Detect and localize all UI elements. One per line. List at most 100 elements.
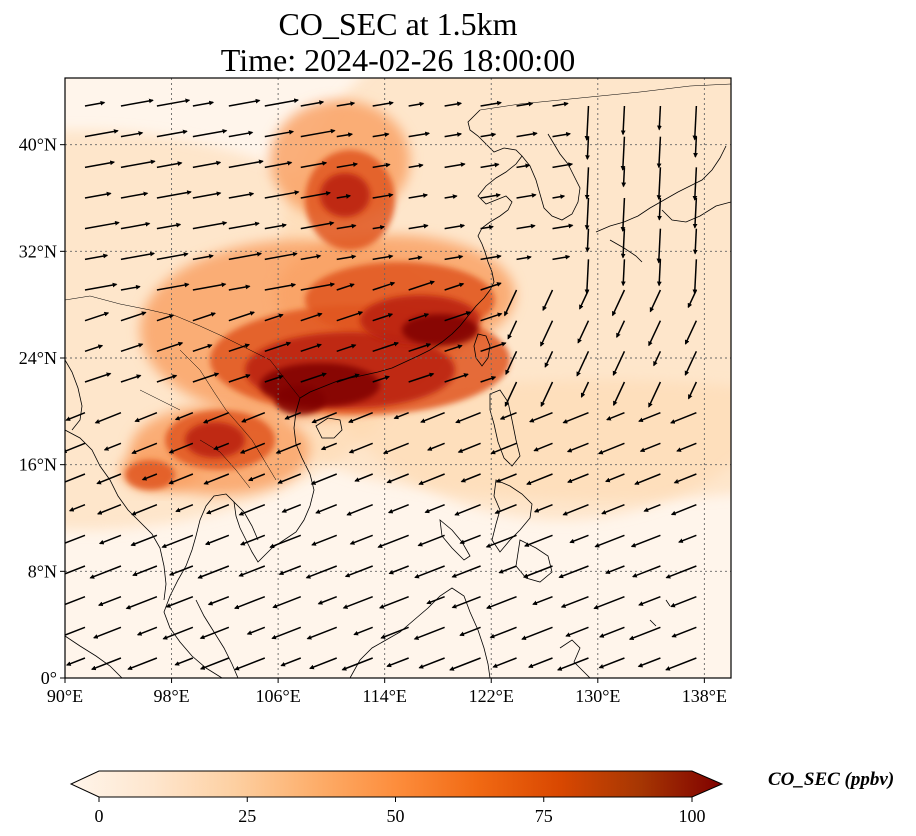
wind-arrow <box>584 197 590 231</box>
wind-arrow <box>162 626 194 640</box>
wind-arrow <box>241 411 266 423</box>
wind-arrow <box>120 159 156 169</box>
wind-arrow <box>620 197 626 232</box>
wind-arrow <box>455 411 481 424</box>
wind-arrow <box>408 343 432 353</box>
wind-arrow <box>598 442 625 455</box>
wind-arrow <box>199 657 230 670</box>
lon-tick-label: 122°E <box>469 686 514 706</box>
gulf-of-thailand-coastline <box>233 501 259 541</box>
wind-arrow <box>620 136 626 171</box>
wind-arrow <box>653 351 662 367</box>
plume-patch <box>125 460 175 490</box>
wind-arrow <box>569 534 589 544</box>
wind-arrow <box>192 282 227 291</box>
wind-arrow <box>638 595 661 606</box>
wind-arrow <box>300 254 322 261</box>
wind-arrow <box>562 503 589 516</box>
wind-arrow <box>593 595 625 610</box>
wind-arrow <box>386 473 409 484</box>
wind-arrow <box>336 254 357 261</box>
wind-arrow <box>580 381 590 398</box>
wind-arrow <box>516 163 531 169</box>
wind-arrow <box>120 284 141 291</box>
wind-arrow <box>598 657 625 669</box>
wind-arrow <box>84 253 109 261</box>
lon-tick-label: 138°E <box>682 686 727 706</box>
wind-arrow <box>120 191 149 199</box>
wind-arrow <box>656 259 662 287</box>
lat-tick-label: 16°N <box>19 455 57 475</box>
wind-arrow <box>264 223 287 230</box>
wind-arrow <box>264 282 297 291</box>
wind-arrow <box>228 343 250 353</box>
wind-arrow <box>336 101 356 107</box>
wind-arrow <box>413 626 445 640</box>
wind-arrow <box>134 411 158 423</box>
wind-arrow <box>204 534 230 546</box>
wind-arrow <box>93 626 122 639</box>
wind-arrow <box>480 254 502 261</box>
wind-arrow <box>349 534 373 545</box>
wind-arrow <box>342 595 373 609</box>
wind-arrow <box>408 193 429 199</box>
wind-arrow <box>504 381 518 407</box>
wind-arrow <box>65 534 86 544</box>
wind-arrow <box>444 162 466 169</box>
wind-arrow <box>637 657 661 668</box>
philippines-south-coastline <box>491 479 553 583</box>
wind-arrow <box>228 284 251 291</box>
wind-arrow <box>408 101 425 107</box>
malay-coastline <box>195 599 239 678</box>
wind-arrow <box>444 282 465 291</box>
wind-arrow <box>300 128 336 138</box>
wind-arrow <box>120 131 144 138</box>
wind-arrow <box>278 565 302 576</box>
wind-arrow <box>336 162 359 169</box>
wind-arrow <box>444 101 463 107</box>
wind-arrow <box>621 167 627 188</box>
wind-arrow <box>480 376 497 383</box>
wind-arrow <box>192 372 220 383</box>
wind-arrow <box>120 311 147 322</box>
wind-arrow <box>161 534 194 549</box>
longitude-ticks: 90°E 98°E 106°E 114°E 122°E 130°E 138°E <box>47 678 727 706</box>
wind-arrow <box>197 565 230 579</box>
wind-arrow <box>234 595 266 610</box>
wind-arrow <box>156 252 189 261</box>
wind-arrow <box>372 100 394 107</box>
wind-arrow <box>454 503 481 516</box>
wind-arrow <box>281 503 302 513</box>
wind-arrow <box>315 503 338 514</box>
wind-arrow <box>125 595 158 610</box>
wind-arrow <box>507 320 518 340</box>
wind-arrow <box>521 626 553 641</box>
wind-arrow <box>599 626 625 638</box>
taiwan-coastline <box>473 333 491 367</box>
wind-arrow <box>192 191 222 199</box>
wind-arrow <box>372 281 396 291</box>
wind-arrow <box>577 320 590 344</box>
wind-arrow <box>192 128 228 138</box>
wind-arrow <box>643 503 661 512</box>
wind-arrow <box>444 223 466 230</box>
colorbar-tick-label: 25 <box>238 806 256 826</box>
wind-arrow <box>427 442 445 451</box>
wind-arrow <box>239 442 266 454</box>
wind-arrow <box>480 132 497 138</box>
wind-arrow <box>228 130 254 138</box>
wind-arrow <box>552 132 571 138</box>
wind-arrow <box>444 311 472 322</box>
wind-arrow <box>542 289 554 312</box>
wind-arrow <box>552 162 574 169</box>
wind-arrow <box>136 626 158 636</box>
wind-arrow <box>192 220 228 230</box>
wind-arrow <box>346 503 373 516</box>
wind-vectors <box>65 98 698 671</box>
wind-arrow <box>692 228 698 255</box>
wind-arrow <box>692 197 698 229</box>
wind-arrow <box>684 351 698 376</box>
wind-arrow <box>336 311 364 322</box>
wind-arrow <box>524 534 553 547</box>
wind-arrow <box>131 503 158 516</box>
